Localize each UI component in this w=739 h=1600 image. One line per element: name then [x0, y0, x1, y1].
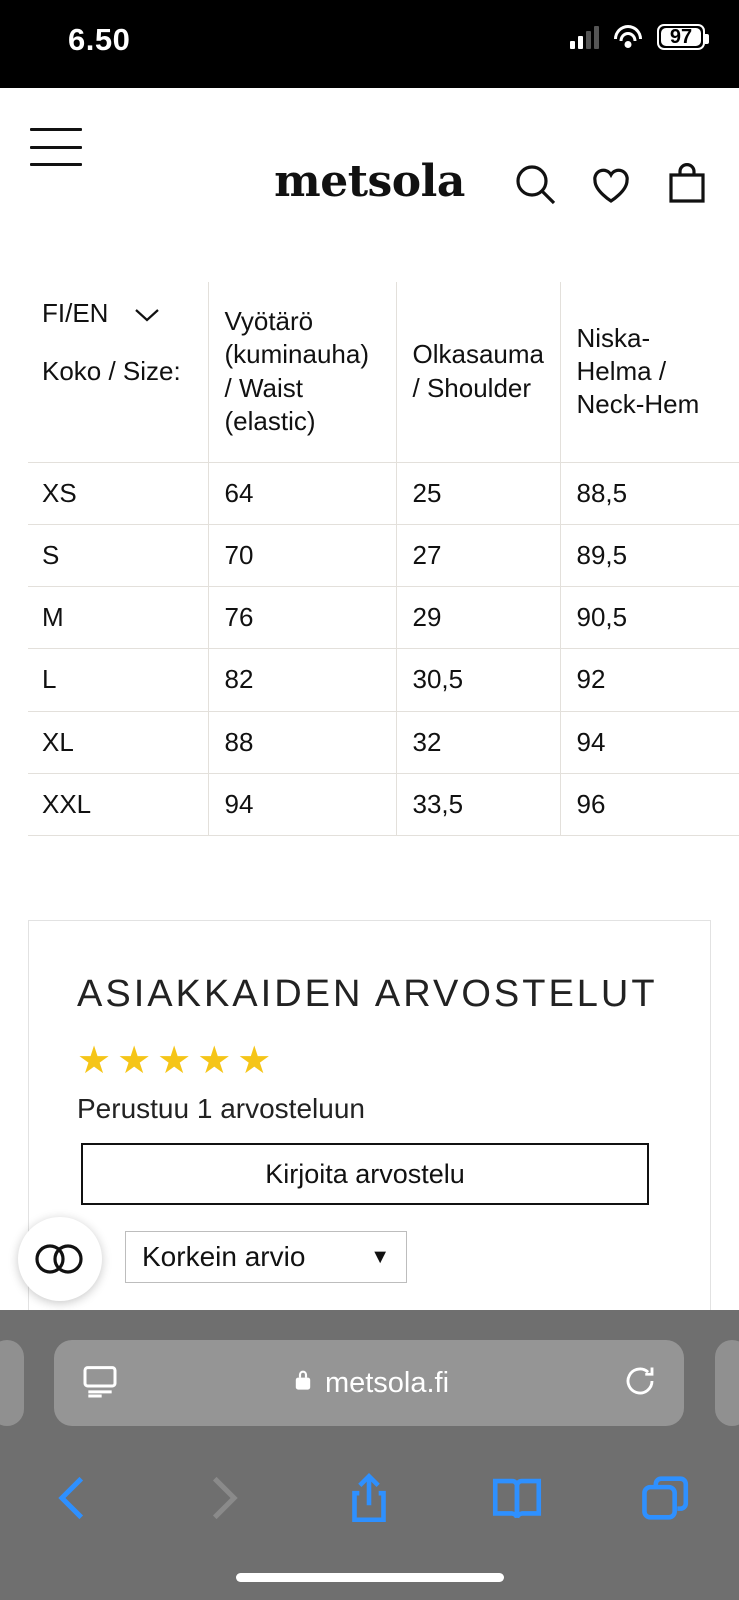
previous-tab-edge[interactable] — [0, 1340, 24, 1426]
customer-reviews-card: ASIAKKAIDEN ARVOSTELUT ★★★★★ Perustuu 1 … — [28, 920, 711, 1340]
cell-shoulder: 32 — [396, 711, 561, 774]
column-header-size: Koko / Size: — [28, 282, 209, 463]
cell-shoulder: 33,5 — [396, 773, 561, 837]
hamburger-menu-icon[interactable] — [30, 128, 82, 166]
cell-waist: 64 — [208, 462, 397, 525]
browser-toolbar — [0, 1450, 739, 1550]
review-sort-value: Korkein arvio — [142, 1241, 306, 1273]
cell-waist: 70 — [208, 524, 397, 588]
caret-down-icon: ▼ — [370, 1245, 390, 1268]
wifi-icon — [613, 25, 643, 49]
status-indicators: 97 — [570, 24, 709, 50]
lock-icon — [293, 1367, 313, 1400]
cell-shoulder: 25 — [396, 462, 561, 525]
share-up-icon[interactable] — [340, 1469, 398, 1532]
table-row: XXL 94 33,5 96 — [28, 773, 739, 837]
table-header-row: Koko / Size: Vyötärö (kuminauha) / Waist… — [28, 282, 739, 463]
tabs-icon[interactable] — [636, 1469, 694, 1532]
cell-neck-hem: 88,5 — [560, 462, 739, 525]
book-icon[interactable] — [488, 1469, 546, 1532]
site-header: metsola FI/EN — [0, 88, 739, 328]
brand-logo[interactable]: metsola — [274, 156, 465, 207]
next-tab-edge[interactable] — [715, 1340, 739, 1426]
size-table: Koko / Size: Vyötärö (kuminauha) / Waist… — [28, 282, 739, 837]
cellular-bars-icon — [570, 25, 599, 49]
url-text: metsola.fi — [324, 1366, 450, 1399]
cell-size: XXL — [28, 773, 209, 837]
home-indicator — [235, 1573, 504, 1582]
heart-icon[interactable] — [587, 160, 635, 213]
reader-view-icon[interactable] — [80, 1364, 120, 1403]
cell-neck-hem: 92 — [560, 648, 739, 712]
size-chart: Koko / Size: Vyötärö (kuminauha) / Waist… — [28, 282, 739, 837]
review-count-text: Perustuu 1 arvosteluun — [77, 1093, 365, 1125]
status-bar: 6.50 97 — [0, 0, 739, 88]
cell-size: XS — [28, 462, 209, 525]
cell-shoulder: 29 — [396, 586, 561, 650]
cell-neck-hem: 90,5 — [560, 586, 739, 650]
table-row: L 82 30,5 92 — [28, 648, 739, 712]
cell-size: XL — [28, 711, 209, 774]
write-review-button[interactable]: Kirjoita arvostelu — [81, 1143, 649, 1206]
reload-icon[interactable] — [622, 1363, 658, 1404]
table-row: S 70 27 89,5 — [28, 524, 739, 588]
cell-neck-hem: 89,5 — [560, 524, 739, 588]
battery-percent: 97 — [669, 25, 693, 48]
header-icon-group — [511, 160, 711, 213]
status-time: 6.50 — [68, 22, 131, 57]
address-bar[interactable]: metsola.fi — [54, 1340, 684, 1426]
chevron-left-icon[interactable] — [45, 1469, 103, 1532]
column-header-neck-hem: Niska-Helma / Neck-Hem — [560, 282, 739, 463]
star-rating: ★★★★★ — [77, 1040, 278, 1083]
cell-shoulder: 30,5 — [396, 648, 561, 712]
cell-size: L — [28, 648, 209, 712]
cell-waist: 88 — [208, 711, 397, 774]
cell-size: S — [28, 524, 209, 588]
table-row: XS 64 25 88,5 — [28, 462, 739, 525]
search-icon[interactable] — [511, 160, 559, 213]
cell-neck-hem: 96 — [560, 773, 739, 837]
browser-chrome: metsola.fi — [0, 1310, 739, 1600]
cell-size: M — [28, 586, 209, 650]
url-display[interactable]: metsola.fi — [120, 1367, 622, 1400]
table-row: M 76 29 90,5 — [28, 586, 739, 650]
battery-icon: 97 — [657, 24, 709, 50]
cell-waist: 82 — [208, 648, 397, 712]
cell-waist: 94 — [208, 773, 397, 837]
cell-neck-hem: 94 — [560, 711, 739, 774]
shopping-bag-icon[interactable] — [663, 160, 711, 213]
column-header-shoulder: Olkasauma / Shoulder — [396, 282, 561, 463]
chevron-right-icon[interactable] — [193, 1469, 251, 1532]
reviews-title: ASIAKKAIDEN ARVOSTELUT — [77, 973, 658, 1015]
column-header-waist: Vyötärö (kuminauha) / Waist (elastic) — [208, 282, 397, 463]
cell-waist: 76 — [208, 586, 397, 650]
cell-shoulder: 27 — [396, 524, 561, 588]
review-sort-dropdown[interactable]: Korkein arvio ▼ — [125, 1231, 407, 1284]
table-row: XL 88 32 94 — [28, 711, 739, 774]
accessibility-widget-icon[interactable] — [18, 1217, 102, 1301]
